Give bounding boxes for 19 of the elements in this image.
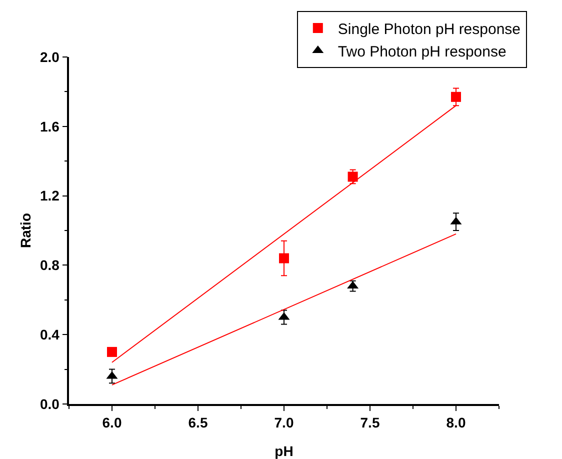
x-tick-label: 7.0	[274, 414, 294, 431]
point	[348, 172, 358, 182]
y-tick-label: 0.0	[40, 396, 60, 412]
x-tick-label: 8.0	[446, 414, 466, 431]
y-tick-label: 0.4	[40, 326, 60, 342]
legend-label: Single Photon pH response	[338, 20, 521, 38]
point	[107, 346, 117, 357]
y-axis-title: Ratio	[18, 213, 34, 248]
x-tick-label: 6.0	[102, 414, 122, 431]
point	[279, 253, 289, 264]
legend-label: Two Photon pH response	[338, 43, 506, 60]
point	[451, 92, 461, 102]
x-tick-label: 7.5	[360, 414, 380, 431]
y-tick-label: 1.6	[40, 118, 60, 134]
x-tick-label: 6.5	[188, 414, 208, 431]
y-tick-label: 1.2	[40, 188, 60, 204]
y-tick-label: 0.8	[40, 257, 60, 274]
y-tick-label: 2.0	[40, 48, 60, 65]
x-axis-title: pH	[274, 443, 294, 459]
